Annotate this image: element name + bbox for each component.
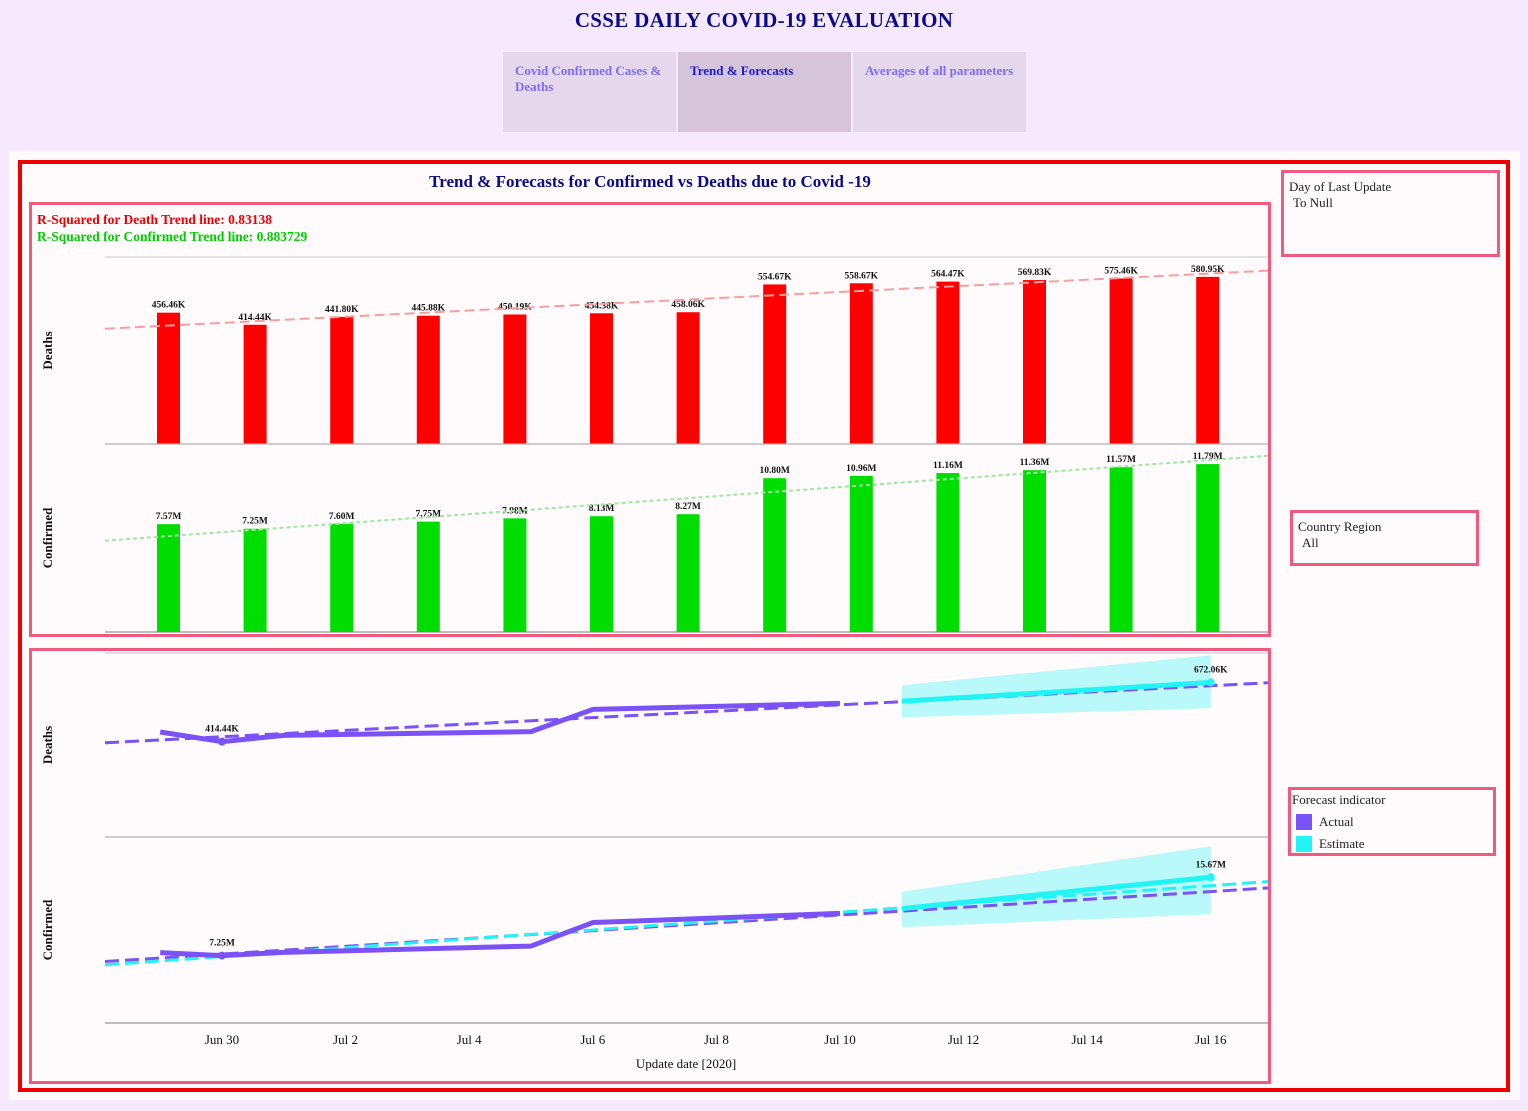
deaths-bar — [936, 282, 959, 444]
deaths-data-label: 454.38K — [585, 301, 619, 311]
x-tick-label: Jul 12 — [948, 1032, 979, 1047]
confirmed-bar — [244, 529, 267, 632]
confirmed-bar — [1110, 467, 1133, 632]
confirmed-forecast-data-label: 15.67M — [1196, 860, 1226, 870]
confirmed-data-label: 7.57M — [156, 512, 182, 522]
confirmed-data-label: 10.96M — [846, 464, 876, 474]
deaths-data-label: 569.83K — [1018, 268, 1052, 278]
confirmed-bar — [157, 524, 180, 632]
confirmed-bar — [763, 478, 786, 632]
deaths-bar — [157, 313, 180, 444]
deaths-bar — [850, 283, 873, 444]
confirmed-data-label: 11.16M — [933, 461, 963, 471]
deaths-data-label: 564.47K — [931, 270, 965, 280]
deaths-data-label: 558.67K — [845, 271, 879, 281]
deaths-forecast-data-label: 672.06K — [1194, 665, 1228, 675]
x-tick-label: Jul 4 — [457, 1032, 482, 1047]
confirmed-bar — [936, 473, 959, 632]
confirmed-bar — [1196, 464, 1219, 632]
confirmed-bar — [330, 524, 353, 632]
deaths-bar — [1110, 278, 1133, 444]
deaths-data-label: 458.06K — [671, 300, 705, 310]
deaths-bar — [244, 325, 267, 444]
deaths-bar — [417, 316, 440, 444]
x-tick-label: Jun 30 — [205, 1032, 239, 1047]
confirmed-data-label: 8.27M — [675, 502, 701, 512]
deaths-y-axis-label: Deaths — [40, 331, 55, 369]
x-tick-label: Jul 2 — [333, 1032, 358, 1047]
confirmed-data-label: 8.13M — [589, 504, 615, 514]
deaths-data-label: 441.80K — [325, 305, 359, 315]
confirmed-forecast-forecast-band — [902, 846, 1211, 927]
confirmed-data-label: 7.25M — [242, 517, 268, 527]
confirmed-forecast-marker — [1207, 873, 1215, 881]
deaths-data-label: 575.46K — [1104, 266, 1138, 276]
deaths-bar — [1196, 277, 1219, 444]
confirmed-forecast-y-axis-label: Confirmed — [40, 899, 55, 960]
x-tick-label: Jul 6 — [580, 1032, 605, 1047]
deaths-forecast-data-label: 414.44K — [205, 725, 239, 735]
deaths-data-label: 554.67K — [758, 272, 792, 282]
confirmed-data-label: 11.57M — [1106, 455, 1136, 465]
x-axis-title: Update date [2020] — [636, 1056, 736, 1071]
deaths-forecast-y-axis-label: Deaths — [40, 726, 55, 764]
confirmed-data-label: 7.60M — [329, 512, 355, 522]
deaths-forecast-marker — [218, 738, 226, 746]
confirmed-forecast-actual-line — [160, 913, 840, 955]
confirmed-forecast-marker — [218, 952, 226, 960]
deaths-data-label: 456.46K — [152, 301, 186, 311]
confirmed-bar — [417, 522, 440, 632]
confirmed-y-axis-label: Confirmed — [40, 507, 55, 568]
confirmed-data-label: 11.36M — [1020, 458, 1050, 468]
confirmed-bar — [503, 518, 526, 632]
deaths-bar — [503, 314, 526, 444]
confirmed-bar — [677, 514, 700, 632]
confirmed-data-label: 10.80M — [760, 466, 790, 476]
confirmed-bar — [1023, 470, 1046, 632]
deaths-forecast-marker — [1207, 678, 1215, 686]
deaths-bar — [1023, 280, 1046, 444]
x-tick-label: Jul 16 — [1195, 1032, 1227, 1047]
confirmed-bar — [850, 476, 873, 632]
deaths-bar — [330, 317, 353, 444]
x-tick-label: Jul 10 — [824, 1032, 855, 1047]
confirmed-bar — [590, 516, 613, 632]
confirmed-forecast-data-label: 7.25M — [209, 939, 235, 949]
x-tick-label: Jul 8 — [704, 1032, 729, 1047]
deaths-bar — [590, 313, 613, 444]
x-tick-label: Jul 14 — [1071, 1032, 1103, 1047]
deaths-bar — [677, 312, 700, 444]
deaths-bar — [763, 284, 786, 444]
